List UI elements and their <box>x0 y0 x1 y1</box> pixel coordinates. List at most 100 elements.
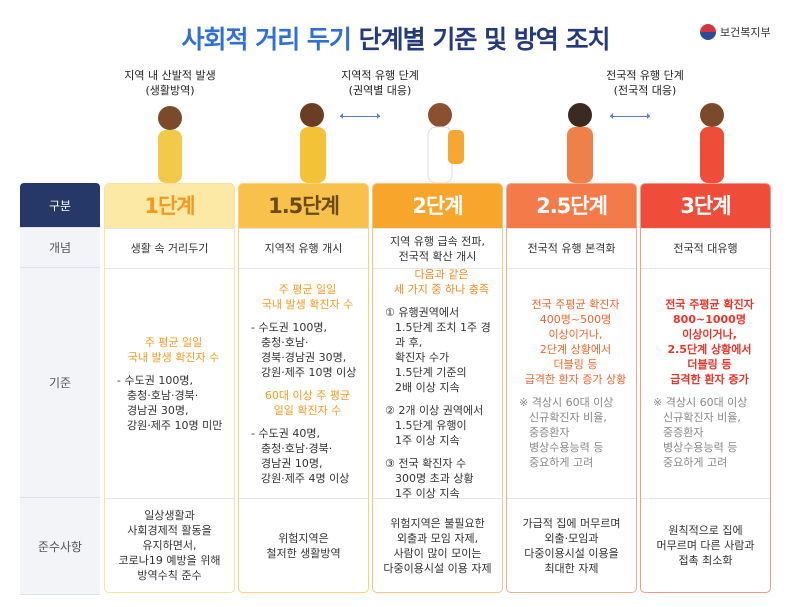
criteria-emphasis: 전국 주평균 확진자 400명~500명 이상이거나, 2단계 상황에서 더블링 등 급격… <box>525 297 627 387</box>
row-labels: 구분 개념 기준 준수사항 <box>20 183 100 595</box>
person <box>427 103 464 183</box>
criteria-line: ※ 격상시 60대 이상 <box>519 396 614 409</box>
criteria-line: ③ 전국 확진자 수 <box>385 456 467 470</box>
criteria-line: 2.5단계 상황에서 <box>667 343 752 356</box>
compliance-line: 외출·모임과 <box>544 531 599 545</box>
criteria-line: 경북·경남권 30명, <box>261 350 347 364</box>
criteria-list: ③ 전국 확진자 수 300명 초과 상황 1주 이상 지속 <box>385 456 474 501</box>
logo: 보건복지부 <box>700 24 771 40</box>
criteria-emphasis: 다음과 같은 세 가지 중 하나 충족 <box>394 267 489 297</box>
compliance-line: 일상생활과 <box>144 509 195 522</box>
criteria-list: - 수도권 100명, 충청·호남· 경북·경남권 30명, 강원·제주 10명 이상 <box>251 320 356 380</box>
title-rest: 단계별 기준 및 방역 조치 <box>358 25 611 54</box>
concept-cell: 지역적 유행 개시 <box>239 228 368 268</box>
criteria-line: 400명~500명 <box>539 313 612 326</box>
criteria-line: - 수도권 100명, <box>117 373 193 387</box>
stage-column: 2단계 지역 유행 급속 전파, 전국적 확산 개시 다음과 같은 세 가지 중 하나 … <box>372 183 503 593</box>
criteria-line: 더블링 등 <box>687 358 732 371</box>
arrow <box>610 113 650 119</box>
criteria-line: 주 평균 일일 <box>144 335 203 349</box>
illustrations <box>158 103 724 183</box>
compliance-line: 접촉 최소화 <box>678 554 733 567</box>
concept-line: 지역 유행 급속 전파, <box>390 234 485 248</box>
criteria-line: 중요하게 고려 <box>529 456 594 469</box>
compliance-line: 유지하면서, <box>142 539 197 552</box>
concept-line: 전국적 대유행 <box>673 242 738 255</box>
criteria-line: 더블링 등 <box>553 358 598 371</box>
criteria-emphasis: 60대 이상 주 평균 일일 확진자 수 <box>265 388 350 418</box>
criteria-line: - 수도권 40명, <box>251 426 320 440</box>
criteria-line: 이상이거나, <box>548 328 603 341</box>
stage-header: 2.5단계 <box>507 184 636 228</box>
criteria-line: 강원·제주 4명 이상 <box>261 471 350 485</box>
compliance-cell: 가급적 집에 머무르며 외출·모임과 다중이용시설 이용을 최대한 자제 <box>507 498 636 592</box>
compliance-line: 방역수칙 준수 <box>137 569 202 582</box>
criteria-line: ① 유행권역에서 <box>385 305 460 319</box>
concept-line: 전국적 확산 개시 <box>398 249 477 263</box>
criteria-line: 확진자 수가 <box>395 350 450 364</box>
criteria-line: 중요하게 고려 <box>663 456 728 469</box>
criteria-line: 세 가지 중 하나 충족 <box>394 282 489 296</box>
stage-header: 3단계 <box>641 184 770 228</box>
compliance-cell: 위험지역은 철저한 생활방역 <box>239 498 368 592</box>
logo-icon <box>700 24 716 40</box>
compliance-line: 머무르며 다른 사람과 <box>656 539 755 552</box>
criteria-line: 주 평균 일일 <box>278 282 337 296</box>
compliance-line: 사회경제적 활동을 <box>127 524 212 537</box>
criteria-line: 다음과 같은 <box>414 267 469 281</box>
row-label: 구분 <box>20 183 100 228</box>
criteria-line: 병상수용능력 등 <box>663 441 738 454</box>
criteria-line: ② 2개 이상 권역에서 <box>385 403 484 417</box>
row-label: 기준 <box>20 268 100 498</box>
criteria-line: 급격한 환자 증가 상황 <box>524 373 627 386</box>
arrow <box>340 113 380 119</box>
phase-sub: (전국적 대응) <box>613 84 677 97</box>
phase-label: 지역적 유행 단계 <box>341 69 419 82</box>
criteria-line: 신규확진자 비율, <box>529 411 607 424</box>
criteria-line: 2배 이상 지속 <box>395 380 460 394</box>
compliance-line: 위험지역은 불필요한 <box>390 516 485 530</box>
compliance-line: 다중이용시설 이용을 <box>524 546 619 560</box>
compliance-line: 원칙적으로 집에 <box>668 524 743 537</box>
person <box>158 106 182 183</box>
stage-column: 1단계 생활 속 거리두기 주 평균 일일 국내 발생 확진자 수 - 수도권 100명… <box>104 183 235 593</box>
criteria-line: 1.5단계 기준의 <box>395 365 467 379</box>
criteria-line: 경남권 10명, <box>261 456 323 470</box>
criteria-line: 경남권 30명, <box>127 403 189 417</box>
criteria-note: ※ 격상시 60대 이상 신규확진자 비율, 중증환자 병상수용능력 등 중요하게 고려 <box>653 395 747 470</box>
phase-label: 지역 내 산발적 발생 <box>124 69 216 82</box>
compliance-line: 외출과 모임 자제, <box>396 531 479 545</box>
phase-label: 전국적 유행 단계 <box>606 69 684 82</box>
criteria-line: 1.5단계 조치 1주 경과 후, <box>395 320 491 349</box>
phase: 지역적 유행 단계 (권역별 대응) <box>310 68 450 98</box>
criteria-list: ① 유행권역에서 1.5단계 조치 1주 경과 후, 확진자 수가 1.5단계 기준의… <box>385 305 498 395</box>
criteria-line: 충청·호남·경북· <box>261 441 333 455</box>
concept-cell: 지역 유행 급속 전파, 전국적 확산 개시 <box>373 228 502 268</box>
compliance-cell: 위험지역은 불필요한 외출과 모임 자제, 사람이 많이 모이는 다중이용시설 이용 … <box>373 498 502 592</box>
compliance-line: 코로나19 예방을 위해 <box>118 554 221 567</box>
compliance-line: 위험지역은 <box>278 531 329 545</box>
phase: 전국적 유행 단계 (전국적 대응) <box>575 68 715 98</box>
criteria-cell: 전국 주평균 확진자 400명~500명 이상이거나, 2단계 상황에서 더블링 등 급격… <box>507 268 636 498</box>
criteria-list: - 수도권 100명, 충청·호남·경북· 경남권 30명, 강원·제주 10명 미만 <box>117 373 222 433</box>
person <box>567 103 593 183</box>
concept-line: 생활 속 거리두기 <box>130 242 209 255</box>
compliance-line: 사람이 많이 모이는 <box>393 546 482 560</box>
criteria-line: 국내 발생 확진자 수 <box>127 350 220 364</box>
criteria-line: 병상수용능력 등 <box>529 441 604 454</box>
criteria-line: 1.5단계 유행이 <box>395 418 467 432</box>
criteria-list: - 수도권 40명, 충청·호남·경북· 경남권 10명, 강원·제주 4명 이상 <box>251 426 349 486</box>
criteria-cell: 다음과 같은 세 가지 중 하나 충족 ① 유행권역에서 1.5단계 조치 1주 경과… <box>373 267 502 501</box>
concept-cell: 생활 속 거리두기 <box>105 228 234 268</box>
criteria-line: 강원·제주 10명 이상 <box>261 365 357 379</box>
title-highlight: 사회적 거리 두기 <box>181 25 352 54</box>
concept-cell: 전국적 대유행 <box>641 228 770 268</box>
stage-column: 2.5단계 전국적 유행 본격화 전국 주평균 확진자 400명~500명 이상이거나,… <box>506 183 637 593</box>
criteria-line: 1주 이상 지속 <box>395 486 460 500</box>
criteria-line: 중증환자 <box>529 426 570 439</box>
compliance-line: 최대한 자제 <box>544 561 599 575</box>
concept-line: 지역적 유행 개시 <box>264 242 343 255</box>
